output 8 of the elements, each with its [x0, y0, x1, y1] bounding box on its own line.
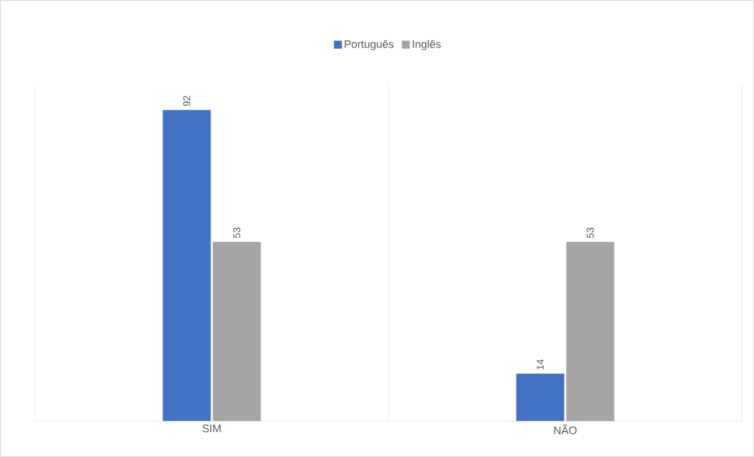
- data-label: 92: [183, 96, 190, 106]
- x-tick-label: SIM: [202, 424, 221, 432]
- legend-label: Inglês: [412, 40, 441, 50]
- data-label: 53: [586, 228, 594, 238]
- x-tick-label: NÃO: [554, 424, 577, 434]
- data-label: 14: [536, 359, 544, 370]
- legend-label: Português: [344, 40, 394, 50]
- data-label: 53: [233, 228, 240, 238]
